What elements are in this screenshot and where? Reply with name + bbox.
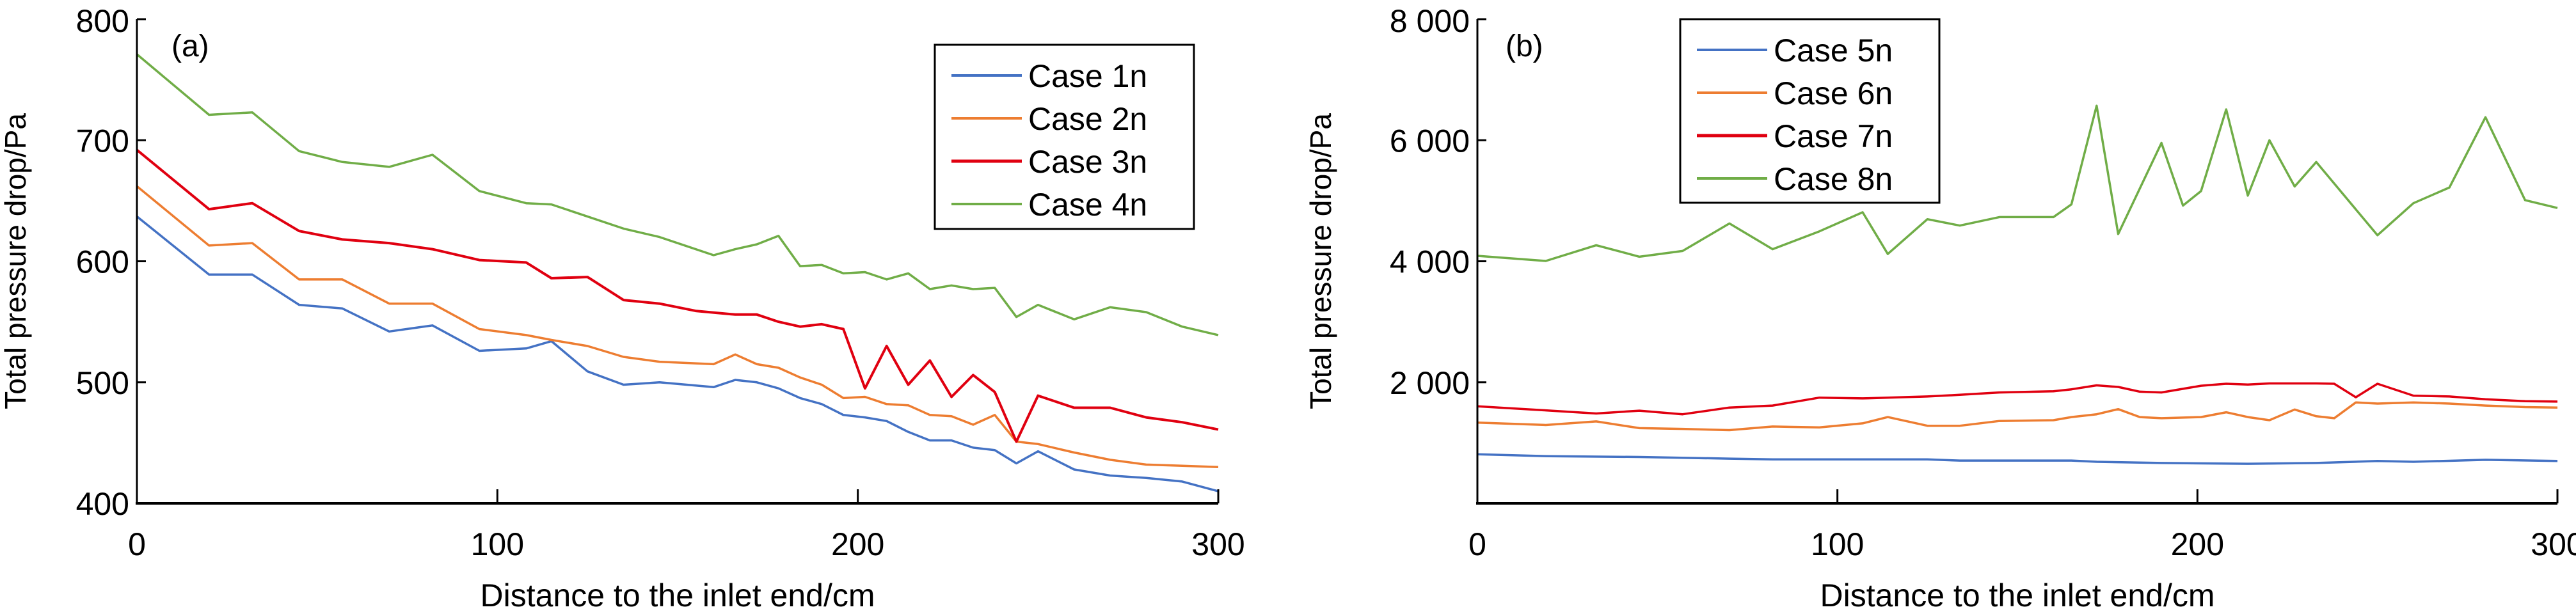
x-tick-label: 100 — [1811, 526, 1864, 562]
legend-item: Case 8n — [1697, 161, 1893, 197]
legend-item: Case 1n — [951, 58, 1147, 94]
chart-panel-a: 400 500 600 700 800 0 100 200 300 Distance to the… — [0, 3, 1245, 613]
series-line-case-4n — [136, 53, 1219, 336]
x-axis-label: Distance to the inlet end/cm — [1820, 578, 2215, 613]
x-tick-label: 300 — [1191, 526, 1244, 562]
x-tick-label: 0 — [128, 526, 146, 562]
panel-label: (a) — [171, 29, 209, 63]
y-tick-label: 600 — [76, 244, 129, 280]
y-axis-label: Total pressure drop/Pa — [1304, 113, 1337, 409]
y-tick-label: 4 000 — [1390, 244, 1470, 280]
y-tick-label: 6 000 — [1390, 123, 1470, 159]
legend-label: Case 8n — [1774, 161, 1893, 197]
legend-item: Case 4n — [951, 187, 1147, 223]
series-line-case-2n — [136, 185, 1219, 468]
y-tick-label: 700 — [76, 123, 129, 159]
y-tick-label: 800 — [76, 3, 129, 39]
series-line-case-1n — [136, 216, 1219, 492]
legend-item: Case 3n — [951, 144, 1147, 180]
x-tick-label: 100 — [471, 526, 524, 562]
series-line-case-7n — [1477, 382, 2558, 416]
series-line-case-8n — [1477, 104, 2558, 262]
legend-label: Case 4n — [1028, 187, 1147, 223]
y-tick-label: 500 — [76, 365, 129, 401]
series-line-case-3n — [136, 148, 1219, 443]
chart-panel-b: 2 000 4 000 6 000 8 000 0 100 200 300 Distance t… — [1304, 3, 2576, 613]
legend-item: Case 7n — [1697, 118, 1893, 154]
legend-label: Case 1n — [1028, 58, 1147, 94]
legend-item: Case 6n — [1697, 75, 1893, 111]
legend-item: Case 5n — [1697, 33, 1893, 68]
legend-label: Case 7n — [1774, 118, 1893, 154]
x-axis-label: Distance to the inlet end/cm — [481, 578, 875, 613]
x-tick-label: 200 — [2171, 526, 2224, 562]
y-tick-label: 2 000 — [1390, 365, 1470, 401]
legend-label: Case 3n — [1028, 144, 1147, 180]
legend: Case 1n Case 2n Case 3n Case 4n — [934, 43, 1195, 230]
series-line-case-5n — [1477, 453, 2558, 465]
x-tick-label: 200 — [831, 526, 884, 562]
legend-item: Case 2n — [951, 101, 1147, 137]
legend-label: Case 2n — [1028, 101, 1147, 137]
legend: Case 5n Case 6n Case 7n Case 8n — [1679, 18, 1941, 204]
series-line-case-6n — [1477, 401, 2558, 432]
x-tick-label: 0 — [1468, 526, 1486, 562]
y-axis-label: Total pressure drop/Pa — [0, 113, 32, 409]
legend-label: Case 6n — [1774, 75, 1893, 111]
y-tick-label: 400 — [76, 486, 129, 522]
panel-label: (b) — [1506, 29, 1543, 63]
x-tick-label: 300 — [2531, 526, 2576, 562]
legend-label: Case 5n — [1774, 33, 1893, 68]
y-tick-label: 8 000 — [1390, 3, 1470, 39]
